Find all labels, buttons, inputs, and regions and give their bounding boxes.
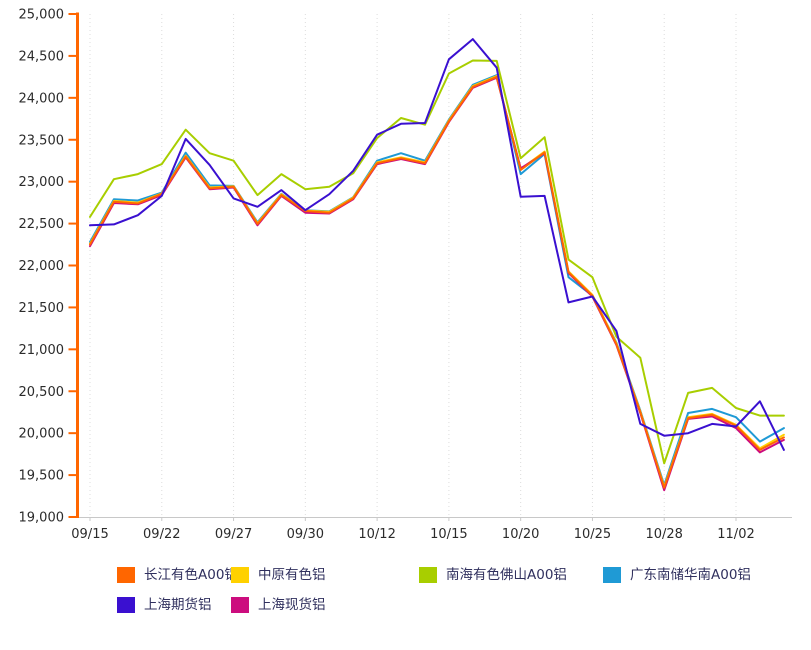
x-tick-label: 10/12 bbox=[358, 527, 395, 542]
series-line-4 bbox=[89, 38, 785, 451]
legend-item-shanghai-futures[interactable]: 上海期货铝 bbox=[117, 596, 212, 614]
x-tick-label: 10/25 bbox=[574, 527, 611, 542]
x-tick-label: 09/15 bbox=[71, 527, 108, 542]
series-line-2 bbox=[89, 59, 785, 465]
y-tick-label: 21,000 bbox=[19, 343, 65, 358]
x-tick-label: 09/22 bbox=[143, 527, 180, 542]
legend: 长江有色A00铝 中原有色铝 南海有色佛山A00铝 广东南储华南A00铝 上海期… bbox=[0, 558, 811, 628]
y-tick-label: 22,000 bbox=[19, 259, 65, 274]
legend-swatch bbox=[419, 567, 437, 583]
legend-swatch bbox=[231, 597, 249, 613]
legend-label: 中原有色铝 bbox=[258, 567, 326, 583]
legend-item-nanhai[interactable]: 南海有色佛山A00铝 bbox=[419, 566, 567, 584]
x-tick-label: 10/20 bbox=[502, 527, 539, 542]
x-tick-label: 09/30 bbox=[287, 527, 324, 542]
x-tick-label: 10/15 bbox=[430, 527, 467, 542]
y-tick-label: 20,000 bbox=[19, 427, 65, 442]
y-tick-label: 22,500 bbox=[19, 217, 65, 232]
y-tick-label: 21,500 bbox=[19, 301, 65, 316]
x-tick-label: 11/02 bbox=[717, 527, 754, 542]
legend-item-shanghai-spot[interactable]: 上海现货铝 bbox=[231, 596, 326, 614]
legend-item-zhongyuan[interactable]: 中原有色铝 bbox=[231, 566, 326, 584]
legend-item-changjiang[interactable]: 长江有色A00铝 bbox=[117, 566, 238, 584]
legend-label: 上海现货铝 bbox=[258, 597, 326, 613]
y-tick-label: 23,500 bbox=[19, 133, 65, 148]
legend-label: 上海期货铝 bbox=[144, 597, 212, 613]
price-chart: 19,000 19,500 20,000 20,500 21,000 21,500 22,0… bbox=[19, 8, 792, 542]
legend-swatch bbox=[231, 567, 249, 583]
y-tick-label: 19,500 bbox=[19, 469, 65, 484]
y-tick-label: 19,000 bbox=[19, 511, 65, 526]
y-tick-label: 20,500 bbox=[19, 385, 65, 400]
legend-item-guangdong[interactable]: 广东南储华南A00铝 bbox=[603, 566, 751, 584]
legend-swatch bbox=[117, 567, 135, 583]
y-tick-label: 24,000 bbox=[19, 91, 65, 106]
legend-label: 广东南储华南A00铝 bbox=[630, 567, 751, 583]
legend-swatch bbox=[603, 567, 621, 583]
legend-label: 南海有色佛山A00铝 bbox=[446, 567, 567, 583]
x-tick-label: 09/27 bbox=[215, 527, 252, 542]
series-line-0 bbox=[89, 75, 785, 489]
legend-swatch bbox=[117, 597, 135, 613]
y-tick-label: 25,000 bbox=[19, 8, 65, 23]
y-tick-label: 24,500 bbox=[19, 49, 65, 64]
x-tick-label: 10/28 bbox=[645, 527, 682, 542]
legend-label: 长江有色A00铝 bbox=[144, 567, 238, 583]
y-tick-label: 23,000 bbox=[19, 175, 65, 190]
